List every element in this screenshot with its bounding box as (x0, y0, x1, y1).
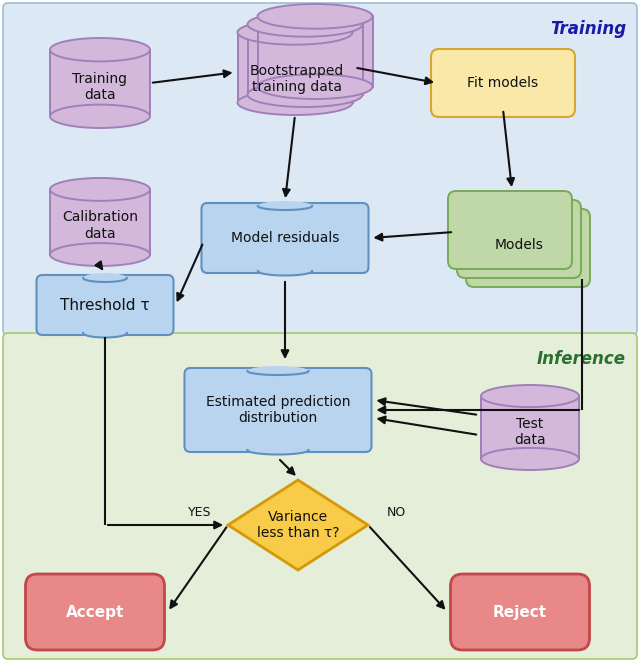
Ellipse shape (481, 385, 579, 407)
Ellipse shape (248, 366, 308, 376)
Text: Training: Training (550, 20, 626, 38)
Ellipse shape (237, 20, 353, 44)
Text: Models: Models (495, 238, 543, 252)
Bar (237, 33, 353, 103)
Ellipse shape (237, 90, 353, 115)
Ellipse shape (257, 74, 372, 99)
FancyBboxPatch shape (457, 200, 581, 278)
Text: Calibration
data: Calibration data (62, 210, 138, 240)
Bar (50, 50, 150, 116)
Bar (481, 396, 579, 459)
Text: Threshold τ: Threshold τ (60, 297, 150, 313)
Text: Reject: Reject (493, 604, 547, 620)
FancyBboxPatch shape (202, 203, 369, 273)
FancyBboxPatch shape (36, 275, 173, 335)
Text: Training
data: Training data (72, 72, 127, 102)
Text: Test
data: Test data (514, 416, 546, 447)
Text: Inference: Inference (537, 350, 626, 368)
Ellipse shape (50, 105, 150, 128)
FancyBboxPatch shape (3, 333, 637, 659)
Text: Accept: Accept (66, 604, 124, 620)
Ellipse shape (50, 178, 150, 201)
Ellipse shape (83, 328, 127, 338)
Bar (257, 17, 372, 86)
Text: Estimated prediction
distribution: Estimated prediction distribution (205, 395, 350, 425)
FancyBboxPatch shape (451, 574, 589, 650)
FancyBboxPatch shape (431, 49, 575, 117)
Ellipse shape (248, 82, 362, 107)
FancyBboxPatch shape (184, 368, 371, 452)
Text: Variance
less than τ?: Variance less than τ? (257, 510, 339, 540)
Text: Bootstrapped
training data: Bootstrapped training data (250, 64, 344, 94)
Ellipse shape (258, 201, 312, 211)
Ellipse shape (257, 4, 372, 29)
FancyBboxPatch shape (466, 209, 590, 287)
FancyBboxPatch shape (26, 574, 164, 650)
Ellipse shape (258, 266, 312, 276)
Ellipse shape (481, 448, 579, 470)
Text: Fit models: Fit models (467, 76, 539, 90)
Bar (248, 25, 362, 95)
Ellipse shape (50, 38, 150, 61)
Ellipse shape (83, 273, 127, 283)
Ellipse shape (50, 243, 150, 266)
Text: YES: YES (188, 506, 212, 519)
FancyBboxPatch shape (3, 3, 637, 335)
Bar (50, 189, 150, 254)
Ellipse shape (248, 12, 362, 37)
FancyBboxPatch shape (448, 191, 572, 269)
Text: NO: NO (387, 506, 406, 519)
Polygon shape (228, 480, 368, 570)
Text: Model residuals: Model residuals (231, 231, 339, 245)
Ellipse shape (248, 445, 308, 455)
